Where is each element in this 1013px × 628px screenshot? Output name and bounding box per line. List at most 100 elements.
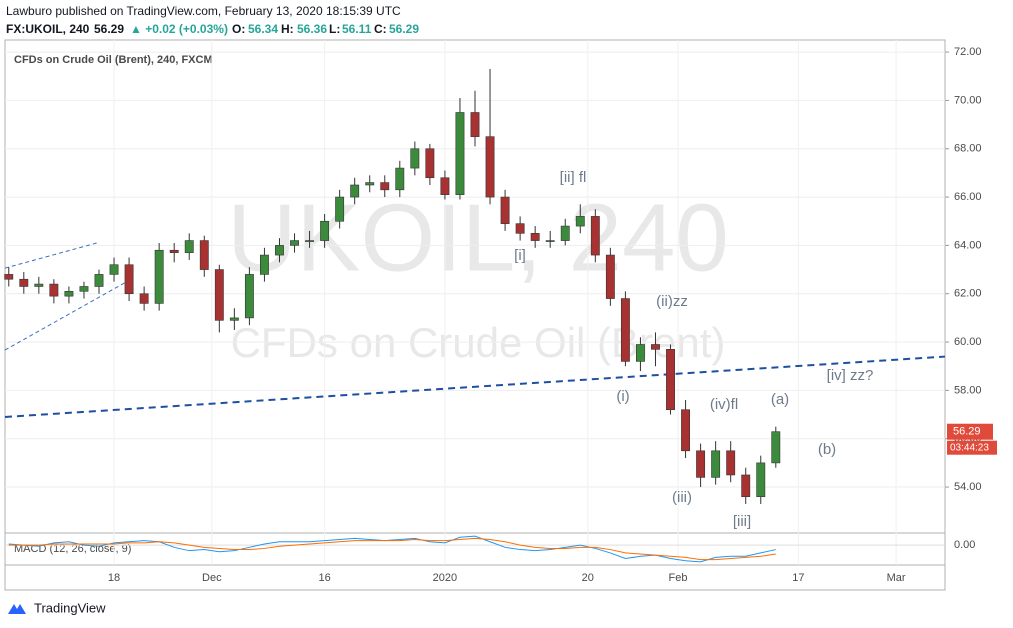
brand: TradingView [34,600,106,615]
candle-body [260,254,269,275]
candle-body [49,283,59,297]
candle-body [305,240,314,242]
x-tick-label: 2020 [433,572,457,584]
candle-body [4,274,14,280]
y-tick-label: 64.00 [954,239,982,251]
y-tick-label: 68.00 [954,143,982,155]
x-tick-label: Mar [887,572,906,584]
low: 56.11 [342,22,372,36]
x-tick-label: Dec [202,572,222,584]
candle-body [500,196,510,224]
candle-body [64,291,74,297]
candle-body [19,278,29,287]
x-tick-label: 16 [318,572,330,584]
candle-body [711,450,721,478]
candle-body [741,474,751,498]
change: ▲ +0.02 (+0.03%) [130,22,228,36]
chart-title: CFDs on Crude Oil (Brent), 240, FXCM [14,54,213,66]
wave-label: [iii] [733,513,751,530]
wave-label: (a) [771,391,789,408]
candle-body [229,317,239,321]
candle-body [139,293,149,304]
publisher: Lawburo published on TradingView.com, Fe… [6,4,401,18]
c-label: C: [374,22,387,36]
candle-body [440,177,450,195]
candle-body [184,240,194,253]
wave-label: (iv)fl [710,396,738,413]
wave-label: (ii)zz [656,293,688,310]
candle-body [124,264,134,295]
trendline [4,279,131,351]
y-tick-label: 72.00 [954,46,982,58]
candle-body [681,409,690,452]
candle-body [320,220,330,241]
candle-body [410,148,420,169]
trendline [4,355,946,418]
last-price-label: 56.29 [953,426,981,438]
wave-label: (iii) [672,489,692,506]
candle-body [530,233,540,241]
candle-body [455,112,465,195]
wave-label: (i) [616,388,629,405]
candle-body [214,269,224,321]
candle-body [199,240,209,270]
candle-body [636,344,645,362]
candle-body [275,245,284,256]
x-tick-label: Feb [669,572,688,584]
wave-label: [i] [514,247,526,264]
countdown: 03:44:23 [950,442,989,453]
y-tick-label: 58.00 [954,384,982,396]
candle-body [666,349,675,411]
h-label: H: [281,22,294,36]
candle-body [620,298,630,362]
footer: TradingView [8,600,106,615]
macd-tick-label: 0.00 [954,539,975,551]
candle-body [350,184,360,198]
candle-body [94,274,104,287]
symbol: FX:UKOIL, 240 [6,22,90,36]
trendline [4,242,97,269]
candle-body [154,249,164,304]
x-tick-label: 18 [108,572,120,584]
candle-body [34,283,44,287]
candle-body [244,274,254,319]
candle-body [425,148,435,179]
x-tick-label: 17 [792,572,804,584]
last-price-box [947,423,993,440]
wave-label: (b) [818,441,836,458]
candle-body [470,112,480,137]
candle-body [605,254,615,299]
macd-line [8,537,776,561]
close: 56.29 [389,22,419,36]
chart-frame [4,39,946,591]
candle-body [79,286,89,292]
open: 56.34 [248,22,278,36]
candle-body [380,182,390,191]
candle-body [109,264,119,275]
candle-body [560,225,570,241]
y-tick-label: 62.00 [954,288,982,300]
candle-body [726,450,736,476]
y-tick-label: 60.00 [954,336,982,348]
candle-body [515,223,525,234]
last: 56.29 [94,22,124,36]
wave-label: [ii] fl [560,169,587,186]
watermark: UKOIL, 240 [227,184,729,291]
y-tick-label: 54.00 [954,481,982,493]
macd-line [8,535,776,563]
candle-body [590,216,600,256]
candle-body [575,216,585,227]
x-tick-label: 20 [582,572,594,584]
candle-body [651,344,660,350]
candle-body [756,462,766,498]
symbol-bar: FX:UKOIL, 240 56.29 ▲ +0.02 (+0.03%) O: … [6,22,419,36]
candle-body [365,182,375,186]
candle-body [335,196,345,222]
candle-body [696,450,706,478]
candle-body [771,431,781,464]
watermark-subtitle: CFDs on Crude Oil (Brent) [231,319,726,366]
candle-body [545,240,555,242]
o-label: O: [232,22,245,36]
